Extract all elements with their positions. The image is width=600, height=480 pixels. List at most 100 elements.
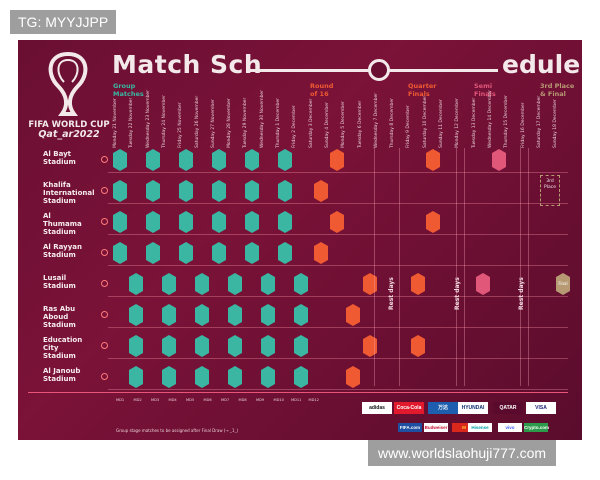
day-header-label: Thursday 15 December — [504, 95, 510, 148]
group-match — [261, 304, 275, 326]
day-header-22: Tuesday 13 December — [472, 98, 481, 148]
group-table-cell: MD8 — [238, 398, 247, 402]
day-header-4: Friday 25 November — [178, 102, 187, 148]
day-header-label: Friday 9 December — [406, 105, 412, 148]
group-match — [129, 366, 143, 388]
day-header-label: Tuesday 29 November — [243, 97, 249, 148]
day-header-18: Friday 9 December — [406, 105, 415, 148]
day-header-25: Friday 16 December — [521, 102, 530, 148]
row-marker-1 — [101, 187, 108, 194]
day-header-10: Thursday 1 December — [276, 98, 285, 148]
day-header-label: Wednesday 30 November — [259, 89, 265, 148]
group-match — [294, 366, 308, 388]
group-match — [261, 366, 275, 388]
rest-days-label-0: Rest days — [388, 277, 395, 310]
day-header-label: Monday 12 December — [455, 98, 461, 148]
group-match — [212, 242, 226, 264]
day-header-label: Saturday 17 December — [536, 95, 542, 148]
sponsor-budweiser: Budweiser — [424, 423, 448, 432]
sponsor-crypto-com: Crypto.com — [524, 423, 550, 432]
stadium-label-6: Education City Stadium — [43, 336, 83, 360]
day-header-label: Wednesday 14 December — [487, 90, 493, 148]
sponsor-hyundai: HYUNDAI — [458, 402, 488, 414]
day-header-label: Sunday 27 November — [210, 99, 216, 148]
round-of-16-match — [363, 273, 377, 295]
match-schedule-poster: FIFA WORLD CUP Qat_ar2022 Match Sch edul… — [18, 40, 582, 440]
group-match — [162, 335, 176, 357]
group-match — [146, 149, 160, 171]
row-line-5 — [108, 327, 568, 328]
group-match — [129, 304, 143, 326]
day-header-16: Wednesday 7 December — [374, 93, 383, 148]
row-marker-5 — [101, 311, 108, 318]
group-match — [162, 273, 176, 295]
quarter-final-match — [426, 149, 440, 171]
round-of-16-match — [314, 180, 328, 202]
day-header-label: Thursday 1 December — [276, 98, 281, 148]
group-match — [245, 211, 259, 233]
day-header-label: Sunday 11 December — [439, 99, 444, 148]
day-header-5: Saturday 26 November — [195, 96, 204, 148]
world-cup-emblem — [48, 51, 88, 116]
logo-line-1: FIFA WORLD CUP — [28, 120, 110, 130]
sponsor-fifa-com: FIFA.com — [398, 423, 422, 432]
group-match — [179, 211, 193, 233]
day-header-label: Saturday 26 November — [194, 95, 200, 148]
stadium-label-5: Ras Abu Aboud Stadium — [43, 305, 76, 329]
group-table-cell: MD2 — [133, 398, 142, 402]
day-header-label: Wednesday 23 November — [145, 89, 151, 148]
day-header-3: Thursday 24 November — [162, 95, 171, 148]
day-header-1: Tuesday 22 November — [129, 98, 138, 148]
day-header-label: Sunday 4 December — [324, 102, 330, 148]
group-match — [146, 211, 160, 233]
group-table-cell: MD9 — [256, 398, 265, 402]
day-header-0: Monday 21 November — [113, 98, 122, 148]
row-marker-2 — [101, 218, 108, 225]
row-line-7 — [108, 389, 568, 390]
stage-separator-5 — [528, 148, 529, 386]
row-marker-4 — [101, 280, 108, 287]
day-header-13: Sunday 4 December — [325, 102, 334, 148]
day-header-label: Friday 16 December — [520, 102, 526, 148]
group-match — [278, 242, 292, 264]
day-header-11: Friday 2 December — [292, 105, 301, 148]
day-header-26: Saturday 17 December — [537, 96, 546, 148]
day-header-21: Monday 12 December — [455, 98, 464, 148]
group-match — [179, 149, 193, 171]
quarter-final-match — [411, 335, 425, 357]
day-header-label: Tuesday 22 November — [129, 97, 135, 148]
group-match — [245, 242, 259, 264]
final-match — [556, 273, 570, 295]
stage-separator-2 — [456, 148, 457, 386]
group-table-cell: MD10 — [273, 398, 284, 402]
stage-header-2: Quarter Finals — [408, 82, 437, 98]
group-table-cell: MD7 — [221, 398, 230, 402]
group-match — [113, 149, 127, 171]
stage-header-4: 3rd Place & Final — [540, 82, 575, 98]
logo-line-2: Qat_ar2022 — [38, 129, 100, 140]
group-match — [146, 180, 160, 202]
group-match — [195, 273, 209, 295]
row-line-0 — [108, 172, 568, 173]
round-of-16-match — [363, 335, 377, 357]
day-header-label: Thursday 8 December — [390, 98, 396, 148]
group-match — [179, 242, 193, 264]
day-header-19: Saturday 10 December — [423, 96, 432, 148]
group-match — [113, 242, 127, 264]
group-match — [146, 242, 160, 264]
stadium-label-0: Al Bayt Stadium — [43, 150, 76, 166]
day-header-label: Thursday 24 November — [161, 95, 167, 148]
sponsor-visa: VISA — [526, 402, 556, 414]
quarter-final-match — [426, 211, 440, 233]
sponsor-vivo: vivo — [498, 423, 522, 432]
day-header-label: Saturday 10 December — [422, 95, 428, 148]
rest-days-label-1: Rest days — [454, 277, 461, 310]
day-header-6: Sunday 27 November — [211, 99, 220, 148]
day-header-label: Monday 28 November — [227, 98, 233, 148]
group-match — [294, 273, 308, 295]
day-header-27: Sunday 18 December — [553, 99, 562, 148]
group-match — [195, 335, 209, 357]
group-match — [261, 335, 275, 357]
day-header-9: Wednesday 30 November — [260, 90, 269, 148]
row-marker-0 — [101, 156, 108, 163]
